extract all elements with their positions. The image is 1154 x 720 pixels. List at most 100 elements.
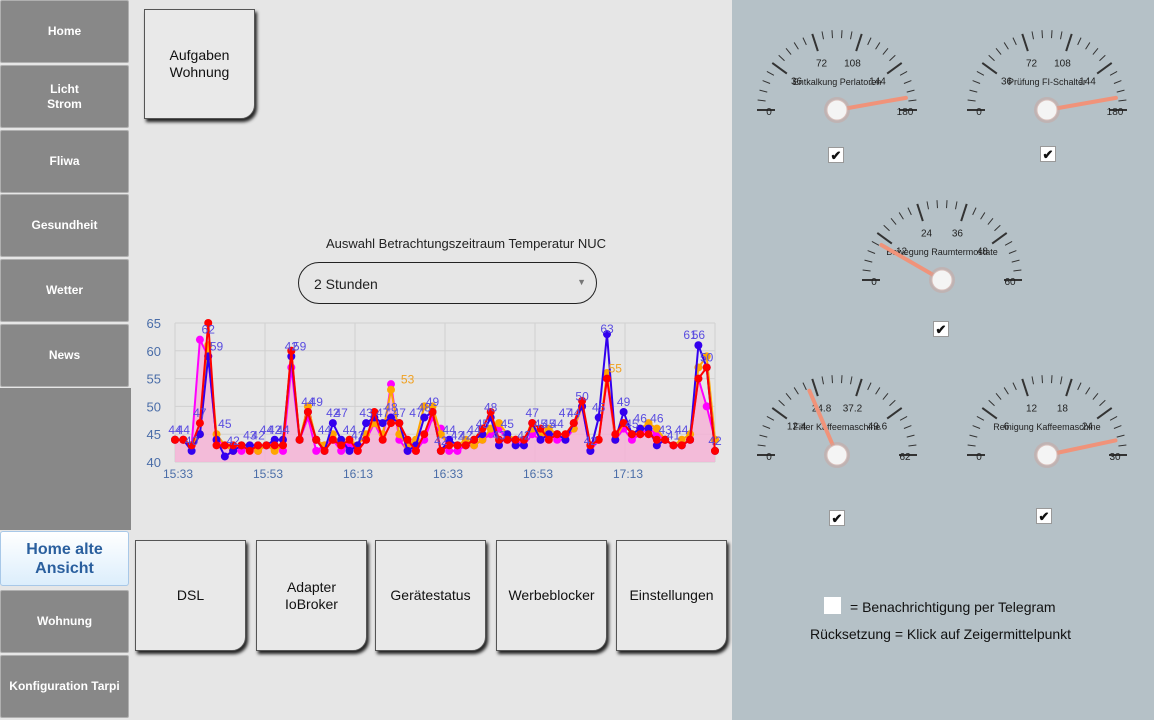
tile-aufgaben-wohnung[interactable]: Aufgaben Wohnung: [144, 9, 255, 119]
gauge-filter-kaffeemaschine[interactable]: 0 12.4 24.8 37.2 49.6 62 Filter Kaffeemaschine: [737, 350, 937, 480]
gauge-minor-tick: [1077, 382, 1082, 391]
gauge-minor-tick: [762, 425, 771, 429]
gauge-tick-label: 60: [1004, 277, 1016, 288]
chart-point: [603, 374, 611, 383]
gauge-major-tick: [811, 33, 819, 52]
chart-point: [295, 435, 304, 444]
chart-data-label: 56: [692, 328, 706, 342]
chart-point: [644, 419, 653, 428]
gauge-tick-label: 48: [977, 247, 989, 258]
chart-y-tick-label: 55: [147, 372, 161, 387]
tile-werbeblocker[interactable]: Werbeblocker: [496, 540, 607, 651]
chart-point: [387, 419, 395, 428]
gauge-bewegung-raumtermostate[interactable]: 0 12 24 36 48 60 Bewegung Raumtermostate: [842, 175, 1042, 305]
chart-data-label: 45: [476, 417, 490, 431]
checkbox-reinigung-kaffeemaschine[interactable]: ✔: [1036, 508, 1052, 524]
tile-dsl[interactable]: DSL: [135, 540, 246, 651]
chart-point: [312, 435, 321, 444]
checkbox-filter-kaffeemaschine[interactable]: ✔: [829, 510, 845, 526]
gauge-minor-tick: [1051, 30, 1053, 39]
chart-point: [245, 446, 254, 455]
gauge-minor-tick: [785, 393, 792, 400]
gauge-minor-tick: [889, 54, 896, 62]
chart-data-label: 45: [501, 417, 515, 431]
chart-point: [594, 435, 603, 444]
gauge-minor-tick: [1011, 259, 1020, 263]
gauge-minor-tick: [1099, 399, 1106, 407]
chart-point: [254, 441, 263, 450]
sidebar-spacer: [0, 388, 131, 530]
gauge-label: Bewegung Raumtermostate: [886, 247, 998, 257]
gauge-minor-tick: [1113, 425, 1122, 429]
gauge-minor-tick: [867, 250, 876, 254]
chart-point: [586, 441, 595, 450]
chart-point: [711, 446, 719, 455]
chart-point: [345, 435, 354, 444]
tile-geraetestatus[interactable]: Gerätestatus: [375, 540, 486, 651]
nav-wetter[interactable]: Wetter: [0, 259, 129, 322]
chart-point: [195, 430, 204, 439]
chart-point: [428, 402, 437, 411]
chart-data-label: 44: [343, 423, 357, 437]
chart-point: [636, 430, 645, 439]
chart-point: [270, 435, 279, 444]
chart-data-label: 41: [667, 428, 681, 442]
nav-wohnung[interactable]: Wohnung: [0, 590, 129, 653]
nav-home[interactable]: Home: [0, 0, 129, 63]
gauge-pruefung-fi-schalter[interactable]: 0 36 72 108 144 180 Prüfung FI-Schalter: [947, 5, 1147, 135]
nav-news[interactable]: News: [0, 324, 129, 387]
gauge-minor-tick: [1092, 48, 1099, 55]
gauge-minor-tick: [1008, 250, 1017, 254]
chart-point: [511, 435, 520, 444]
tile-einstellungen[interactable]: Einstellungen: [616, 540, 727, 651]
checkbox-fi-schalter[interactable]: ✔: [1040, 146, 1056, 162]
gauge-minor-tick: [1109, 71, 1118, 76]
chart-data-label: 50: [575, 389, 589, 403]
gauge-minor-tick: [882, 393, 889, 400]
chart-y-tick-label: 65: [147, 316, 161, 331]
checkbox-raumtermostate[interactable]: ✔: [933, 321, 949, 337]
chart-data-label: 45: [534, 417, 548, 431]
gauge-entkalkung-perlatoren[interactable]: 0 36 72 108 144 180 Entkalkung Perlatoren: [737, 5, 937, 135]
timerange-value: 2 Stunden: [314, 276, 378, 292]
gauge-minor-tick: [972, 425, 981, 429]
nav-licht-strom[interactable]: Licht Strom: [0, 65, 129, 128]
chart-point: [362, 435, 371, 444]
chart-data-label: 48: [418, 401, 432, 415]
gauge-reinigung-kaffeemaschine[interactable]: 0 6 12 18 24 30 Reinigung Kaffeemaschine: [947, 350, 1147, 480]
checkbox-entkalkung[interactable]: ✔: [828, 147, 844, 163]
chart-point: [320, 446, 329, 455]
gauge-tick-label: 18: [1057, 403, 1069, 414]
nav-home-alte-ansicht[interactable]: Home alte Ansicht: [0, 531, 129, 586]
tile-adapter-iobroker[interactable]: Adapter IoBroker: [256, 540, 367, 651]
timerange-select[interactable]: 2 Stunden ▼: [298, 262, 597, 304]
chart-point: [644, 424, 653, 433]
chart-point: [544, 435, 553, 444]
timerange-label: Auswahl Betrachtungszeitraum Temperatur …: [325, 236, 607, 251]
gauge-tick-label: 12.4: [787, 422, 807, 433]
chart-point: [270, 446, 279, 455]
gauge-minor-tick: [1051, 375, 1053, 384]
chart-data-label: 63: [600, 322, 614, 336]
gauge-minor-tick: [967, 99, 976, 102]
nav-konfiguration-tarpi[interactable]: Konfiguration Tarpi: [0, 655, 129, 718]
chart-point: [370, 407, 379, 416]
chart-point: [395, 419, 404, 428]
gauge-minor-tick: [841, 30, 843, 39]
gauge-tick-label: 0: [766, 452, 772, 463]
gauge-minor-tick: [1003, 42, 1009, 50]
nav-gesundheit[interactable]: Gesundheit: [0, 194, 129, 257]
gauge-minor-tick: [882, 48, 889, 55]
gauge-major-tick: [771, 407, 788, 420]
gauge-major-tick: [991, 232, 1008, 245]
chart-point: [652, 441, 661, 450]
gauge-tick-label: 36: [1001, 77, 1013, 88]
nav-fliwa[interactable]: Fliwa: [0, 130, 129, 193]
gauge-tick-label: 36: [952, 228, 964, 239]
chart-point: [411, 446, 420, 455]
gauge-minor-tick: [1060, 31, 1063, 40]
chart-data-label: 44: [301, 395, 315, 409]
chart-data-label: 42: [268, 423, 282, 437]
gauge-major-tick: [981, 407, 998, 420]
